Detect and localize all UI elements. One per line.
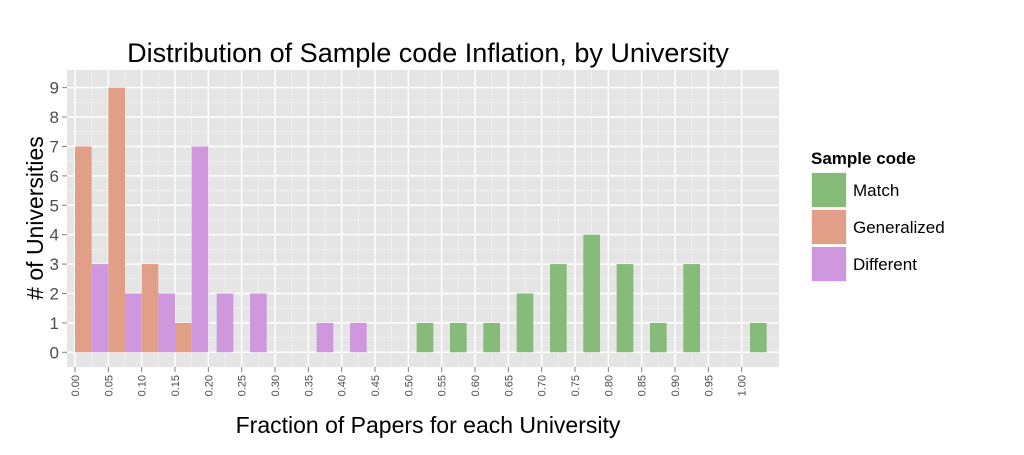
legend-label-different: Different	[853, 255, 917, 274]
x-tick-label: 0.30	[270, 375, 282, 396]
x-axis-title: Fraction of Papers for each University	[236, 412, 621, 438]
legend-swatch-different	[812, 247, 846, 281]
x-tick-label: 0.95	[703, 375, 715, 396]
y-tick-label: 3	[50, 255, 59, 274]
bar-match-0.90	[683, 264, 700, 353]
legend-title: Sample code	[811, 149, 916, 168]
x-tick-label: 0.10	[137, 375, 149, 396]
legend-swatch-generalized	[812, 210, 846, 244]
bar-different-0.40	[350, 322, 367, 353]
bar-match-0.85	[650, 322, 667, 353]
plot-panel	[67, 70, 779, 367]
bars	[75, 87, 767, 353]
bar-match-0.55	[450, 322, 467, 353]
x-tick-label: 0.70	[537, 375, 549, 396]
chart-title: Distribution of Sample code Inflation, b…	[127, 38, 729, 68]
legend: Sample code Match Generalized Different	[811, 149, 945, 282]
x-tick-label: 0.65	[503, 375, 515, 396]
x-tick-label: 0.40	[337, 375, 349, 396]
bar-match-0.80	[616, 264, 634, 353]
bar-match-0.75	[583, 234, 600, 353]
legend-swatch-match	[812, 173, 846, 207]
x-tick-label: 0.25	[237, 375, 249, 396]
bar-different-0.35	[316, 322, 334, 353]
x-tick-label: 0.75	[570, 375, 582, 396]
y-tick-label: 8	[50, 108, 59, 127]
x-tick-label: 0.55	[437, 375, 449, 396]
bar-different-0.25	[250, 293, 267, 353]
x-tick-label: 0.15	[170, 375, 182, 396]
bar-match-1.00	[750, 322, 767, 353]
y-tick-label: 9	[50, 79, 59, 98]
bar-match-0.65	[516, 293, 534, 353]
x-tick-label: 0.60	[470, 375, 482, 396]
x-tick-label: 0.35	[303, 375, 315, 396]
x-axis-ticks: 0.00 0.05 0.10 0.15 0.20 0.25 0.30 0.35 0.40 0.45…	[70, 367, 749, 396]
y-tick-label: 7	[50, 137, 59, 156]
x-tick-label: 0.50	[403, 375, 415, 396]
bar-different-0.15	[191, 146, 209, 353]
x-tick-label: 0.80	[603, 375, 615, 396]
x-tick-label: 0.00	[70, 375, 82, 396]
legend-label-match: Match	[853, 181, 899, 200]
y-tick-label: 2	[50, 284, 59, 303]
bar-different-0.00	[91, 264, 109, 353]
y-tick-label: 5	[50, 196, 59, 215]
x-tick-label: 1.00	[737, 375, 749, 396]
x-tick-label: 0.90	[670, 375, 682, 396]
x-tick-label: 0.05	[103, 375, 115, 396]
bar-generalized-0.15	[175, 322, 192, 353]
x-tick-label: 0.45	[370, 375, 382, 396]
x-tick-label: 0.20	[203, 375, 215, 396]
y-tick-label: 1	[50, 314, 59, 333]
bar-different-0.20	[216, 293, 234, 353]
bar-match-0.60	[483, 322, 500, 353]
bar-generalized-0.00	[75, 146, 92, 353]
bar-different-0.10	[158, 293, 175, 353]
y-tick-label: 0	[50, 343, 59, 362]
y-tick-label: 4	[50, 226, 59, 245]
y-axis-ticks: 0 1 2 3 4 5 6 7 8 9	[50, 79, 67, 362]
legend-label-generalized: Generalized	[853, 218, 945, 237]
bar-match-0.70	[550, 264, 567, 353]
x-tick-label: 0.85	[637, 375, 649, 396]
bar-generalized-0.10	[141, 264, 159, 353]
y-tick-label: 6	[50, 167, 59, 186]
y-axis-title: # of Universities	[22, 136, 48, 300]
bar-match-0.50	[416, 322, 434, 353]
bar-different-0.05	[125, 293, 142, 353]
bar-generalized-0.05	[108, 87, 125, 353]
